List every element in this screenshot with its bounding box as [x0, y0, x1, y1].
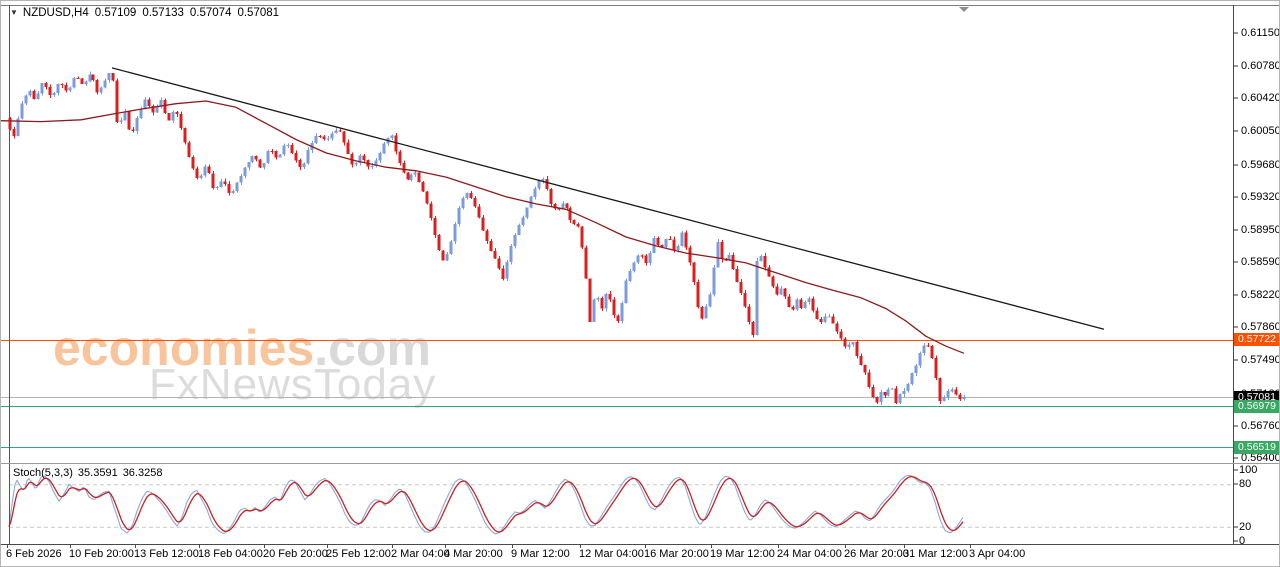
y-axis-tick-label: 0.60780: [1241, 60, 1280, 72]
stochastic-k-line: [8, 474, 964, 535]
price-level-tag: 0.57722: [1234, 333, 1279, 346]
watermark-brand-suffix: .com: [314, 320, 431, 376]
y-axis-tick-label: 0.59680: [1241, 159, 1280, 171]
x-axis-date-label: 3 Apr 04:00: [969, 548, 1026, 560]
ohlc-high: 0.57133: [142, 7, 184, 19]
chevron-down-icon[interactable]: ▼: [10, 8, 18, 17]
stoch-axis-tick-label: 80: [1239, 478, 1252, 490]
price-level-tag: 0.56979: [1234, 400, 1279, 413]
x-axis-date-label: 6 Feb 2026: [6, 548, 62, 560]
x-axis-date-label: 18 Feb 04:00: [198, 548, 263, 560]
x-axis-date-label: 13 Feb 12:00: [134, 548, 199, 560]
chart-shift-marker-icon: [959, 7, 969, 12]
x-axis-date-label: 19 Mar 12:00: [710, 548, 775, 560]
x-axis-date-label: 2 Mar 04:00: [391, 548, 450, 560]
symbol-period-label: NZDUSD,H4: [22, 7, 89, 19]
y-axis-tick-label: 0.60050: [1241, 125, 1280, 137]
watermark-brand: economies.com: [53, 323, 431, 373]
price-level-tag: 0.56519: [1234, 441, 1279, 454]
y-axis-tick-label: 0.58950: [1241, 224, 1280, 236]
x-axis-date-label: 10 Feb 20:00: [69, 548, 134, 560]
x-axis-date-label: 4 Mar 20:00: [444, 548, 503, 560]
chart-title: ▼ NZDUSD,H4 0.57109 0.57133 0.57074 0.57081: [10, 7, 279, 19]
trendline: [111, 67, 1105, 330]
stochastic-indicator-label: Stoch(5,3,3) 35.3591 36.3258: [13, 467, 162, 479]
y-axis-tick-label: 0.57490: [1241, 354, 1280, 366]
stoch-axis-tick-label: 20: [1239, 521, 1252, 533]
ohlc-low: 0.57074: [189, 7, 232, 19]
y-axis-tick-label: 0.59320: [1241, 191, 1280, 203]
x-axis-date-label: 12 Mar 04:00: [579, 548, 644, 560]
x-axis-date-label: 16 Mar 20:00: [644, 548, 709, 560]
watermark-subbrand: FxNewsToday: [149, 360, 437, 409]
moving-average-line: [1, 100, 965, 354]
y-axis-tick-label: 0.56760: [1241, 420, 1280, 432]
stoch-axis-tick-label: 100: [1239, 464, 1258, 476]
stochastic-d-line: [8, 475, 964, 533]
x-axis-date-label: 20 Feb 20:00: [263, 548, 328, 560]
stochastic-d-value: 36.3258: [122, 467, 163, 479]
y-axis-tick-label: 0.58590: [1241, 256, 1280, 268]
x-axis-date-label: 9 Mar 12:00: [511, 548, 570, 560]
x-axis-date-label: 26 Mar 20:00: [844, 548, 909, 560]
ohlc-open: 0.57109: [94, 7, 137, 19]
y-axis-tick-label: 0.56400: [1241, 452, 1280, 464]
y-axis-tick-label: 0.57860: [1241, 321, 1280, 333]
x-axis-date-label: 24 Mar 04:00: [777, 548, 842, 560]
ohlc-close: 0.57081: [237, 7, 280, 19]
x-axis-date-label: 31 Mar 12:00: [903, 548, 968, 560]
watermark-brand-orange: economies: [53, 320, 315, 376]
stoch-axis-tick-label: 0: [1239, 535, 1246, 547]
y-axis-tick-label: 0.60420: [1241, 92, 1280, 104]
y-axis-tick-label: 0.58220: [1241, 289, 1280, 301]
y-axis-tick-label: 0.61150: [1241, 27, 1280, 39]
x-axis-date-label: 25 Feb 12:00: [326, 548, 391, 560]
stochastic-k-value: 35.3591: [77, 467, 118, 479]
stochastic-name: Stoch(5,3,3): [13, 467, 73, 479]
candlesticks: [8, 71, 966, 405]
